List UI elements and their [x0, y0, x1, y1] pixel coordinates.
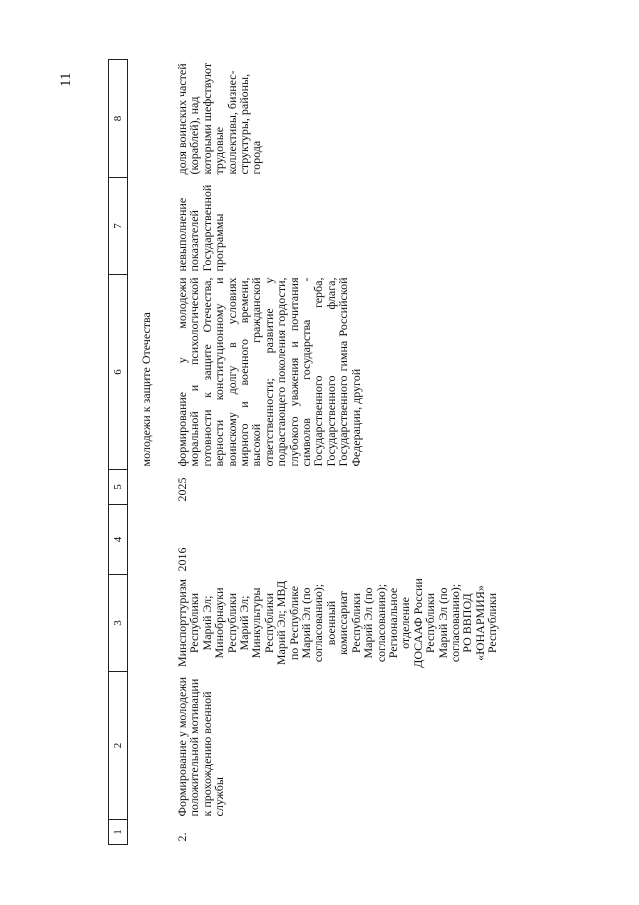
- page-number: 11: [58, 72, 74, 87]
- cell: [128, 575, 177, 672]
- cell: 2025: [175, 477, 189, 502]
- cell: Минспорттуризм Республики Марий Эл; Мино…: [175, 578, 500, 668]
- cell: Формирование у молодежи положительной мо…: [175, 676, 227, 817]
- cell: [128, 505, 177, 575]
- header-cell: 7: [108, 177, 128, 275]
- header-cell: 8: [108, 59, 128, 178]
- cell: доля воинских частей (кораблей), над кот…: [175, 62, 264, 175]
- cell: невыполнение показателей Государственной…: [175, 184, 227, 272]
- cell: [128, 672, 177, 820]
- header-cell: 2: [108, 671, 128, 820]
- cell: 2.: [175, 832, 189, 842]
- cell: [128, 60, 177, 178]
- row: 2. Формирование у молодежи положительной …: [175, 60, 500, 845]
- header-cell: 6: [108, 274, 128, 470]
- header-cell: 4: [108, 504, 128, 575]
- cell: [128, 178, 177, 275]
- cell: [128, 820, 177, 845]
- header-cell: 3: [108, 574, 128, 672]
- header-cell: 1: [108, 819, 128, 845]
- cell: [128, 470, 177, 505]
- cell: 2016: [175, 547, 189, 572]
- cell: молодежи к защите Отечества: [139, 312, 153, 467]
- cell: формирование у молодежи моральной и псих…: [175, 277, 363, 467]
- table-body: 1 2 3 4 5 6 7 8 молодежи к защите Отечества 2. Фор…: [108, 59, 500, 845]
- continuation-row: молодежи к защите Отечества: [128, 60, 177, 845]
- table: 1 2 3 4 5 6 7 8 молодежи к защите Отечества 2. Фор…: [108, 59, 499, 845]
- header-cell: 5: [108, 469, 128, 505]
